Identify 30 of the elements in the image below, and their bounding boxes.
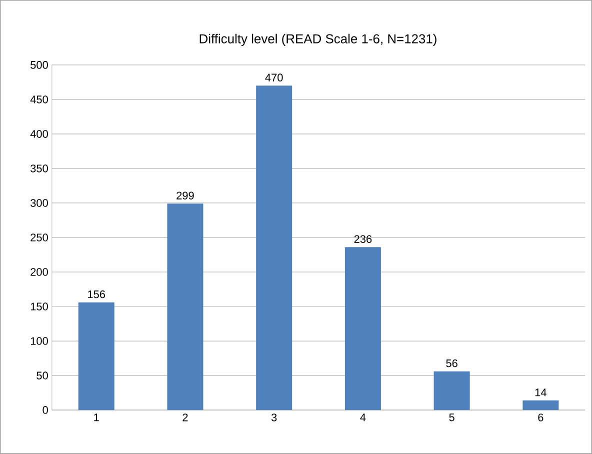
y-tick-label: 0: [42, 406, 48, 414]
bar: [256, 86, 292, 410]
bar: [522, 400, 559, 410]
y-tick-label: 450: [30, 96, 48, 104]
bar: [434, 371, 470, 410]
chart-title: Difficulty level (READ Scale 1-6, N=1231): [200, 34, 436, 46]
y-tick-label: 250: [30, 234, 48, 242]
y-tick-label: 50: [36, 372, 48, 380]
x-tick-label: 5: [449, 414, 454, 422]
data-label: 56: [446, 359, 458, 368]
x-tick-label: 6: [538, 414, 544, 422]
data-label: 470: [265, 74, 283, 82]
data-label: 236: [354, 235, 372, 243]
y-tick-label: 200: [30, 268, 48, 276]
y-tick-label: 500: [30, 61, 48, 69]
bar: [78, 302, 114, 410]
y-tick-label: 350: [30, 164, 48, 172]
data-label: 299: [176, 192, 194, 200]
bar: [167, 204, 204, 410]
y-tick-label: 300: [30, 199, 48, 207]
data-label: 156: [88, 290, 106, 298]
y-tick-label: 150: [30, 302, 48, 310]
x-tick-label: 2: [182, 414, 188, 422]
y-tick-label: 400: [30, 130, 48, 138]
x-tick-label: 4: [360, 414, 366, 422]
data-label: 14: [535, 388, 546, 396]
x-tick-label: 1: [94, 414, 99, 422]
y-tick-label: 100: [30, 337, 48, 345]
bar: [344, 247, 381, 410]
x-tick-label: 3: [271, 414, 277, 422]
